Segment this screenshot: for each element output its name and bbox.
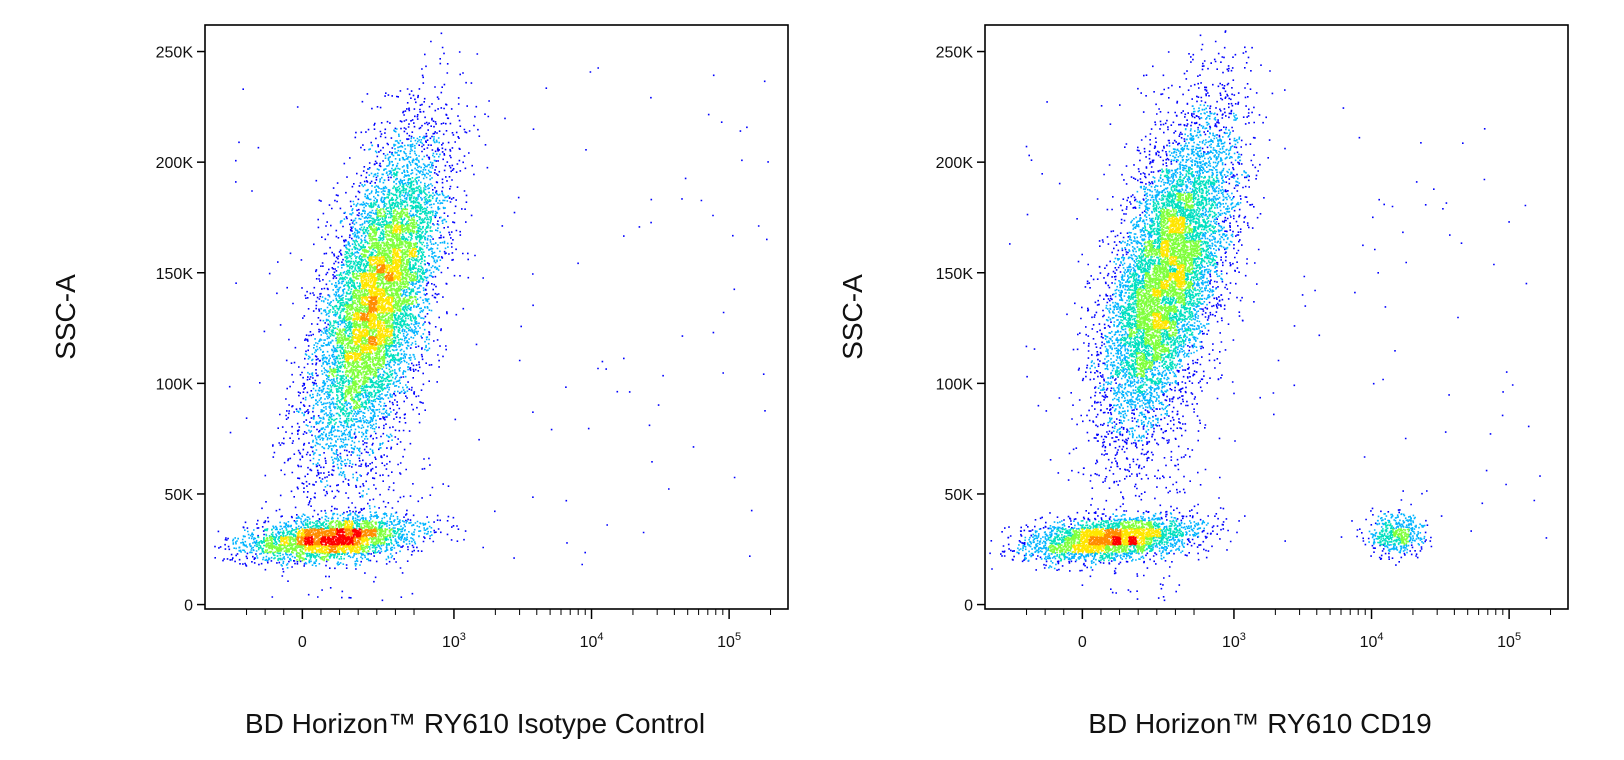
x-tick-label: 105 xyxy=(717,631,741,651)
event-density-layer xyxy=(989,30,1548,602)
y-tick-label: 0 xyxy=(184,598,193,615)
y-tick-label: 100K xyxy=(156,376,194,393)
x-tick-label: 105 xyxy=(1497,631,1521,651)
x-tick-label: 0 xyxy=(298,634,307,651)
x-axis-title: BD Horizon™ RY610 Isotype Control xyxy=(245,708,705,739)
y-tick-label: 100K xyxy=(936,376,974,393)
event-density-layer xyxy=(214,32,769,602)
y-tick-label: 50K xyxy=(945,487,974,504)
event-density-layer xyxy=(296,264,394,554)
panel-cd19: 0 50K 100K 150K 200K 250K 0 103 104 105 SSC-A BD Ho… xyxy=(837,24,1569,739)
x-tick-label: 103 xyxy=(1222,631,1246,651)
y-tick-label: 200K xyxy=(936,155,974,172)
y-tick-label: 150K xyxy=(936,266,974,283)
event-density-layer xyxy=(280,224,418,554)
x-tick-label: 104 xyxy=(580,631,604,651)
plot-frame xyxy=(204,24,789,610)
y-tick-label: 250K xyxy=(936,45,974,62)
x-tick-label: 0 xyxy=(1078,634,1087,651)
event-density-layer xyxy=(1016,104,1426,570)
y-tick-label: 50K xyxy=(165,487,194,504)
y-axis-title: SSC-A xyxy=(837,274,868,360)
event-density-layer xyxy=(264,208,418,562)
x-axis-title: BD Horizon™ RY610 CD19 xyxy=(1088,708,1431,739)
x-tick-label: 104 xyxy=(1360,631,1384,651)
y-tick-label: 250K xyxy=(156,45,194,62)
y-axis-title: SSC-A xyxy=(50,274,81,360)
event-density-layer xyxy=(1048,192,1410,554)
plot-frame xyxy=(984,24,1569,610)
y-tick-label: 150K xyxy=(156,266,194,283)
event-density-layer xyxy=(256,168,434,562)
event-dots xyxy=(989,30,1548,602)
x-tick-label: 103 xyxy=(442,631,466,651)
y-tick-label: 0 xyxy=(964,598,973,615)
panel-isotype-control: 0 50K 100K 150K 200K 250K 0 103 104 105 SSC-A BD Ho… xyxy=(50,24,789,739)
event-density-layer xyxy=(1112,536,1138,546)
y-tick-label: 200K xyxy=(156,155,194,172)
event-dots xyxy=(214,32,769,602)
event-density-layer xyxy=(1088,528,1122,546)
event-density-layer xyxy=(304,528,362,546)
event-density-layer xyxy=(232,128,449,569)
